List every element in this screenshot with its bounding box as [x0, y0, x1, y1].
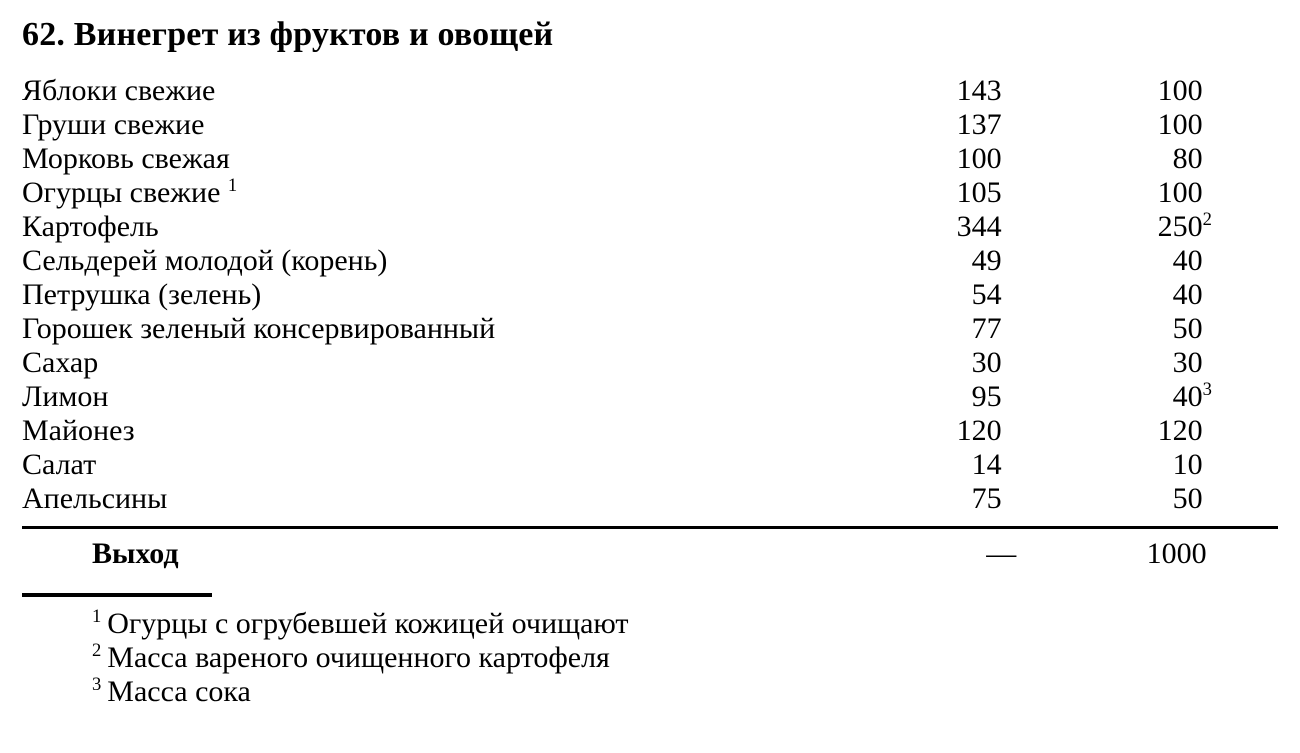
- table-row: Сельдерей молодой (корень) 49 40: [22, 244, 1278, 278]
- ingredient-col2-footnote: 3: [1203, 379, 1212, 400]
- table-row: Петрушка (зелень) 54 40: [22, 278, 1278, 312]
- ingredient-name: Петрушка (зелень): [22, 278, 261, 311]
- yield-row: Выход — 1000: [22, 537, 1278, 571]
- ingredient-col2: 40: [1002, 244, 1203, 278]
- ingredient-col1: 30: [725, 346, 1001, 380]
- footnote: 3 Масса сока: [92, 675, 1278, 709]
- table-row: Майонез 120 120: [22, 414, 1278, 448]
- ingredient-col1: 105: [725, 176, 1001, 210]
- yield-table: Выход — 1000: [22, 537, 1278, 571]
- table-row: Апельсины 75 50: [22, 482, 1278, 516]
- recipe-title: 62. Винегрет из фруктов и овощей: [22, 18, 1278, 52]
- recipe-page: 62. Винегрет из фруктов и овощей Яблоки …: [0, 0, 1300, 753]
- table-row: Салат 14 10: [22, 448, 1278, 482]
- ingredient-name: Картофель: [22, 210, 159, 243]
- ingredient-col1: 77: [725, 312, 1001, 346]
- horizontal-rule: [22, 526, 1278, 529]
- ingredient-col2: 50: [1002, 482, 1203, 516]
- ingredient-col1: 120: [725, 414, 1001, 448]
- yield-col2-mark: [1207, 537, 1278, 571]
- table-row: Груши свежие 137 100: [22, 108, 1278, 142]
- footnote: 1 Огурцы с огрубевшей кожицей очищают: [92, 607, 1278, 641]
- ingredient-name: Яблоки свежие: [22, 74, 215, 107]
- ingredient-col2: 50: [1002, 312, 1203, 346]
- table-row: Картофель 344 250 2: [22, 210, 1278, 244]
- ingredient-name: Апельсины: [22, 482, 167, 515]
- table-row: Горошек зеленый консервированный 77 50: [22, 312, 1278, 346]
- ingredient-col1: 100: [725, 142, 1001, 176]
- yield-col1: —: [755, 537, 1017, 571]
- ingredient-name-footnote: 1: [228, 175, 237, 196]
- table-row: Огурцы свежие 1 105 100: [22, 176, 1278, 210]
- ingredient-col1: 95: [725, 380, 1001, 414]
- footnotes: 1 Огурцы с огрубевшей кожицей очищают 2 Ма…: [22, 607, 1278, 709]
- ingredients-table: Яблоки свежие 143 100 Груши свежие 137 1…: [22, 74, 1278, 516]
- ingredient-col2: 30: [1002, 346, 1203, 380]
- ingredient-col1: 75: [725, 482, 1001, 516]
- table-row: Яблоки свежие 143 100: [22, 74, 1278, 108]
- ingredient-name: Сельдерей молодой (корень): [22, 244, 387, 277]
- table-row: Сахар 30 30: [22, 346, 1278, 380]
- ingredient-col1: 137: [725, 108, 1001, 142]
- ingredient-col2: 40: [1002, 278, 1203, 312]
- ingredient-col1: 49: [725, 244, 1001, 278]
- ingredient-col1: 54: [725, 278, 1001, 312]
- ingredient-name: Сахар: [22, 346, 98, 379]
- ingredient-name: Огурцы свежие: [22, 176, 220, 209]
- ingredient-name: Лимон: [22, 380, 108, 413]
- footnote-text: Масса сока: [107, 675, 251, 708]
- ingredient-name: Салат: [22, 448, 96, 481]
- footnote-mark: 1: [92, 606, 101, 627]
- yield-label: Выход: [22, 537, 755, 571]
- ingredient-name: Майонез: [22, 414, 135, 447]
- ingredient-name: Морковь свежая: [22, 142, 230, 175]
- table-row: Лимон 95 40 3: [22, 380, 1278, 414]
- ingredient-col1: 344: [725, 210, 1001, 244]
- ingredient-col2: 40: [1002, 380, 1203, 414]
- footnote-separator: [22, 593, 212, 597]
- ingredient-col2: 100: [1002, 108, 1203, 142]
- ingredients-body: Яблоки свежие 143 100 Груши свежие 137 1…: [22, 74, 1278, 516]
- ingredient-col2: 80: [1002, 142, 1203, 176]
- footnote-mark: 2: [92, 640, 101, 661]
- ingredient-col2-footnote: 2: [1203, 209, 1212, 230]
- yield-col2: 1000: [1016, 537, 1206, 571]
- ingredient-name: Горошек зеленый консервированный: [22, 312, 495, 345]
- footnote-mark: 3: [92, 674, 101, 695]
- ingredient-col2: 100: [1002, 74, 1203, 108]
- ingredient-name: Груши свежие: [22, 108, 204, 141]
- footnote-text: Масса вареного очищенного картофеля: [107, 641, 610, 674]
- ingredient-col2: 100: [1002, 176, 1203, 210]
- ingredient-col2: 250: [1002, 210, 1203, 244]
- ingredient-col1: 14: [725, 448, 1001, 482]
- ingredient-col1: 143: [725, 74, 1001, 108]
- ingredient-col2: 120: [1002, 414, 1203, 448]
- footnote: 2 Масса вареного очищенного картофеля: [92, 641, 1278, 675]
- table-row: Морковь свежая 100 80: [22, 142, 1278, 176]
- ingredient-col2: 10: [1002, 448, 1203, 482]
- footnote-text: Огурцы с огрубевшей кожицей очищают: [107, 607, 628, 640]
